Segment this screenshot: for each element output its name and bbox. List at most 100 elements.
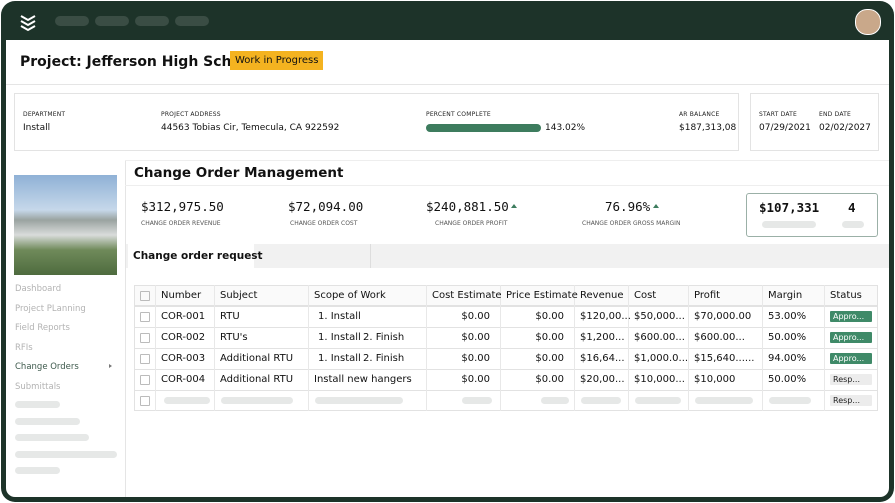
status-badge[interactable]: Resp... (830, 374, 872, 385)
kpi-value: 76.96% (605, 199, 651, 214)
summary-count: 4 (848, 200, 856, 215)
scope-item: 1. Install (318, 332, 361, 343)
info-box (14, 93, 739, 151)
info-label: START DATE (759, 111, 798, 118)
cell-cost: $600.00... (634, 332, 685, 343)
checkbox[interactable] (140, 333, 150, 343)
checkbox[interactable] (140, 375, 150, 385)
project-image (14, 175, 117, 275)
nav-pill[interactable] (55, 16, 89, 26)
scope-item: 1. Install (318, 353, 361, 364)
kpi-label: CHANGE ORDER GROSS MARGIN (582, 220, 681, 227)
checkbox[interactable] (140, 354, 150, 364)
column-header[interactable]: Subject (220, 290, 258, 301)
checkbox[interactable] (140, 396, 150, 406)
placeholder (635, 397, 681, 404)
placeholder (15, 418, 80, 425)
scope-item: 2. Finish (363, 353, 405, 364)
placeholder (15, 467, 60, 474)
info-label: AR BALANCE (679, 111, 720, 118)
col-line (308, 285, 309, 411)
cell-cost-estimate: $0.00 (461, 353, 490, 364)
status-badge[interactable]: Appro... (830, 311, 872, 322)
cell-number: COR-002 (161, 332, 206, 343)
placeholder (762, 221, 816, 228)
cell-profit: $70,000.00 (694, 311, 752, 322)
sidebar-item[interactable]: Project PLanning (15, 303, 86, 314)
column-header[interactable]: Scope of Work (314, 290, 386, 301)
row-line (134, 390, 878, 391)
info-value: Install (23, 123, 51, 133)
scope-item: Install new hangers (314, 374, 412, 385)
column-header[interactable]: Revenue (580, 290, 624, 301)
table-header-bg (134, 285, 878, 306)
cell-number: COR-004 (161, 374, 206, 385)
placeholder (315, 397, 403, 404)
status-badge[interactable]: Appro... (830, 353, 872, 364)
info-value: 02/02/2027 (819, 123, 871, 133)
column-header[interactable]: Cost (634, 290, 657, 301)
status-badge[interactable]: Appro... (830, 332, 872, 343)
progress-bar (426, 124, 541, 132)
kpi-label: CHANGE ORDER REVENUE (141, 220, 221, 227)
nav-pill[interactable] (175, 16, 209, 26)
placeholder (164, 397, 210, 404)
cell-subject: RTU (220, 311, 240, 322)
sidebar-item[interactable]: RFIs (15, 342, 33, 353)
cell-subject: Additional RTU (220, 374, 294, 385)
sidebar-item[interactable]: Dashboard (15, 284, 62, 294)
placeholder (221, 397, 293, 404)
tab[interactable]: Change order request (128, 244, 263, 268)
content (6, 40, 889, 497)
summary-amount: $107,331 (759, 200, 820, 215)
trend-up (511, 204, 517, 208)
placeholder (15, 401, 60, 408)
status-badge[interactable]: Resp... (830, 395, 872, 406)
sidebar-item[interactable]: Submittals (15, 381, 61, 392)
checkbox[interactable] (140, 312, 150, 322)
tab-divider (370, 244, 371, 268)
cell-cost: $1,000.0... (634, 353, 689, 364)
scope-item: 2. Finish (363, 332, 405, 343)
info-value: $187,313,08 (679, 123, 737, 133)
avatar[interactable] (855, 9, 881, 35)
section-title: Change Order Management (134, 165, 344, 181)
column-header[interactable]: Profit (694, 290, 721, 301)
nav-pill[interactable] (95, 16, 129, 26)
placeholder (695, 397, 753, 404)
column-header[interactable]: Price Estimate (506, 290, 578, 301)
trend-up (653, 204, 659, 208)
cell-price-estimate: $0.00 (535, 311, 564, 322)
placeholder (541, 397, 569, 404)
cell-margin: 53.00% (768, 311, 807, 322)
col-line (688, 285, 689, 411)
cell-margin: 50.00% (768, 332, 807, 343)
cell-revenue: $16,64... (580, 353, 625, 364)
column-header[interactable]: Cost Estimate (432, 290, 502, 301)
column-header[interactable]: Number (161, 290, 202, 301)
cell-revenue: $1,200... (580, 332, 625, 343)
sidebar-item[interactable]: Field Reports (15, 323, 70, 333)
cell-price-estimate: $0.00 (535, 374, 564, 385)
col-line (500, 285, 501, 411)
placeholder (15, 434, 89, 441)
project-title: Project: Jefferson High School (20, 54, 256, 70)
scope-item: 1. Install (318, 311, 361, 322)
row-line (134, 369, 878, 370)
nav-pill[interactable] (135, 16, 169, 26)
sidebar-item[interactable]: Change Orders (15, 362, 79, 372)
placeholder (769, 397, 811, 404)
col-line (762, 285, 763, 411)
cell-price-estimate: $0.00 (535, 332, 564, 343)
column-header[interactable]: Status (830, 290, 862, 301)
info-label: PROJECT ADDRESS (161, 111, 221, 118)
row-line (134, 348, 878, 349)
column-header[interactable]: Margin (768, 290, 803, 301)
checkbox[interactable] (140, 291, 150, 301)
kpi-value: $312,975.50 (141, 199, 224, 214)
col-line (214, 285, 215, 411)
info-value: 143.02% (545, 123, 586, 133)
placeholder (581, 397, 621, 404)
divider (125, 160, 889, 161)
